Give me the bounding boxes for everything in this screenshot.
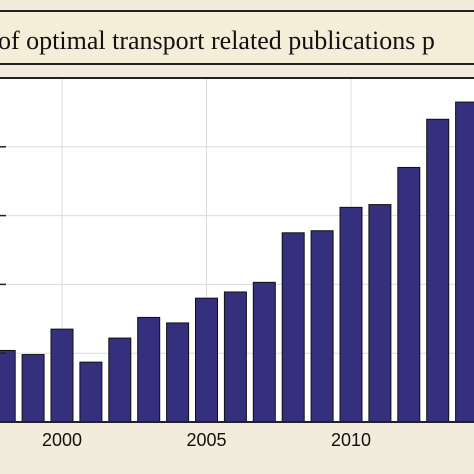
- x-tick-label: 2000: [42, 430, 82, 450]
- chart-title-banner: of optimal transport related publication…: [0, 10, 474, 65]
- bar: [397, 166, 421, 423]
- bar: [455, 101, 474, 423]
- bar: [426, 118, 450, 423]
- bar: [339, 206, 363, 423]
- bar: [137, 316, 161, 423]
- x-tick-label: 2010: [331, 430, 371, 450]
- bar: [195, 297, 218, 423]
- bar: [21, 354, 45, 423]
- x-tick-label: 2005: [186, 430, 226, 450]
- bar: [252, 281, 276, 423]
- bar: [108, 337, 132, 423]
- bar: [368, 204, 392, 423]
- chart-title: of optimal transport related publication…: [0, 26, 435, 55]
- bar: [79, 361, 103, 423]
- bar: [223, 291, 247, 423]
- plot-frame: [0, 77, 474, 423]
- bar: [310, 230, 334, 423]
- bar: [281, 232, 305, 423]
- bar: [166, 322, 190, 423]
- bar: [0, 349, 16, 423]
- bar: [50, 328, 74, 423]
